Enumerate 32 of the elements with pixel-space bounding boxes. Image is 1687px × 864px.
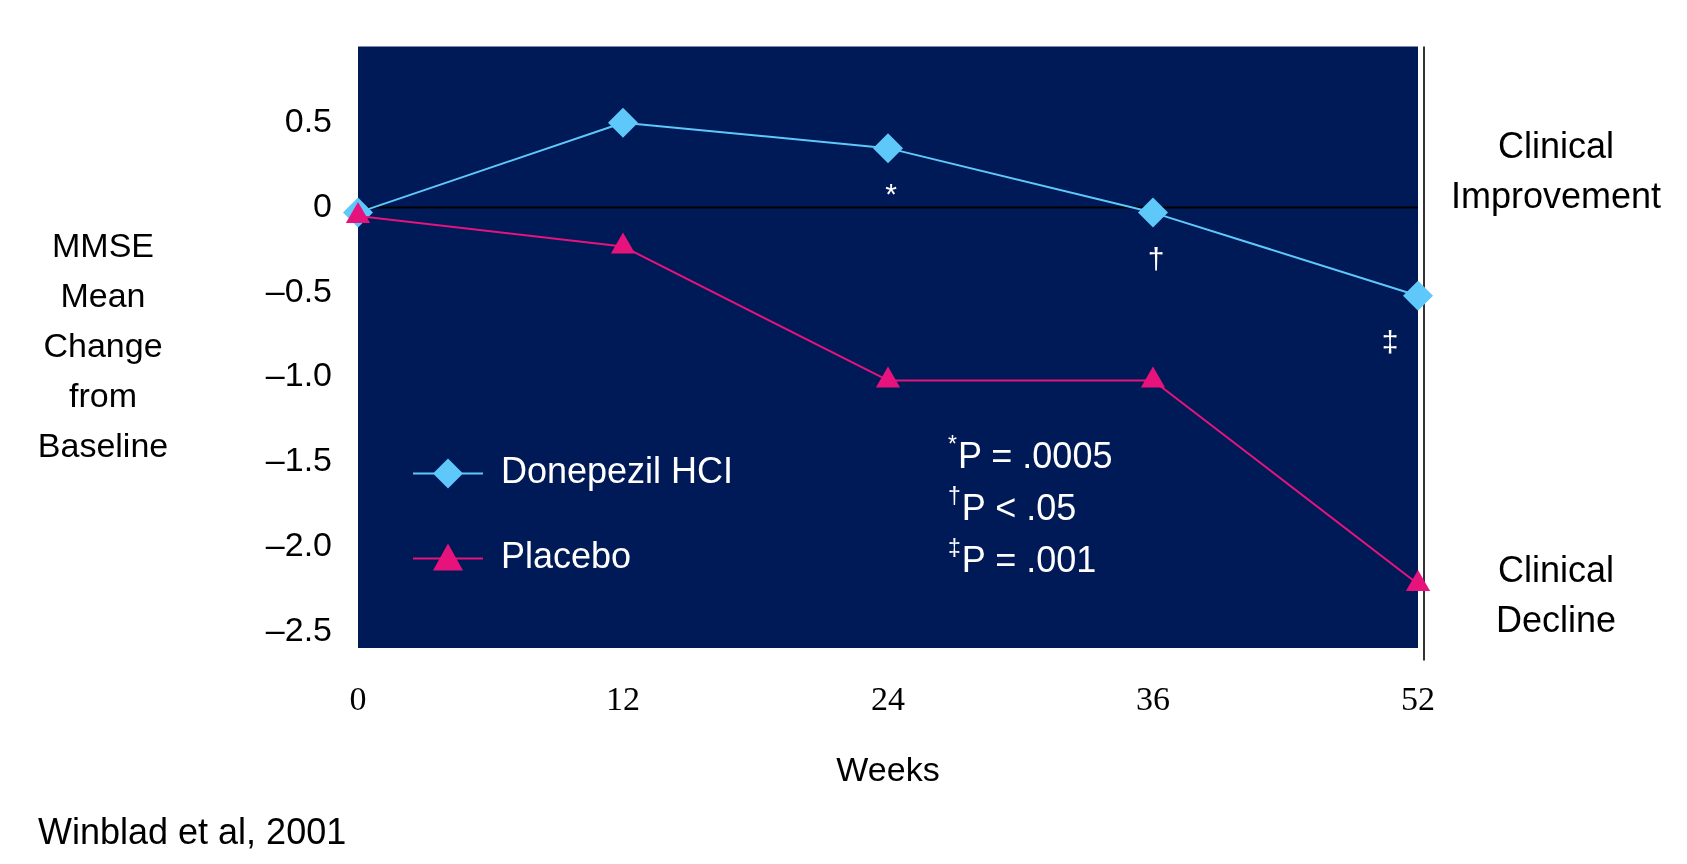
x-tick-label: 12 — [606, 679, 640, 717]
annotation: * — [885, 177, 898, 211]
annotation: † — [1147, 241, 1165, 275]
y-tick-label: –1.0 — [265, 355, 332, 394]
point — [1138, 197, 1168, 228]
annotation: ‡P = .001 — [948, 535, 1097, 581]
y-tick-label: –0.5 — [265, 270, 332, 309]
text: Winblad et al, 2001 — [38, 810, 347, 852]
text: Clinical Improvement — [1450, 124, 1662, 216]
point — [608, 107, 638, 138]
legend-label: Donepezil HCI — [501, 450, 734, 492]
annotation: ‡ — [1381, 324, 1399, 358]
x-tick-label: 24 — [871, 679, 905, 717]
x-tick-label: 52 — [1401, 679, 1435, 717]
y-tick-label: –2.5 — [265, 609, 332, 648]
y-axis-title: MMSE Mean Change from Baseline — [37, 225, 169, 464]
x-tick-label: 36 — [1136, 679, 1170, 717]
x-axis-title: Weeks — [836, 749, 940, 788]
y-tick-label: 0 — [313, 185, 332, 224]
x-tick-label: 0 — [349, 679, 367, 717]
point — [1403, 280, 1433, 311]
legend-label: Placebo — [501, 535, 632, 577]
point — [873, 133, 903, 164]
annotation: †P < .05 — [948, 483, 1077, 529]
point — [875, 366, 901, 388]
y-tick-label: –2.0 — [265, 525, 332, 564]
y-tick-label: 0.5 — [284, 101, 332, 140]
annotation: *P = .0005 — [948, 431, 1113, 477]
point — [1405, 569, 1431, 591]
text: Clinical Decline — [1495, 548, 1617, 640]
point — [1140, 366, 1166, 388]
y-tick-label: –1.5 — [265, 440, 332, 479]
